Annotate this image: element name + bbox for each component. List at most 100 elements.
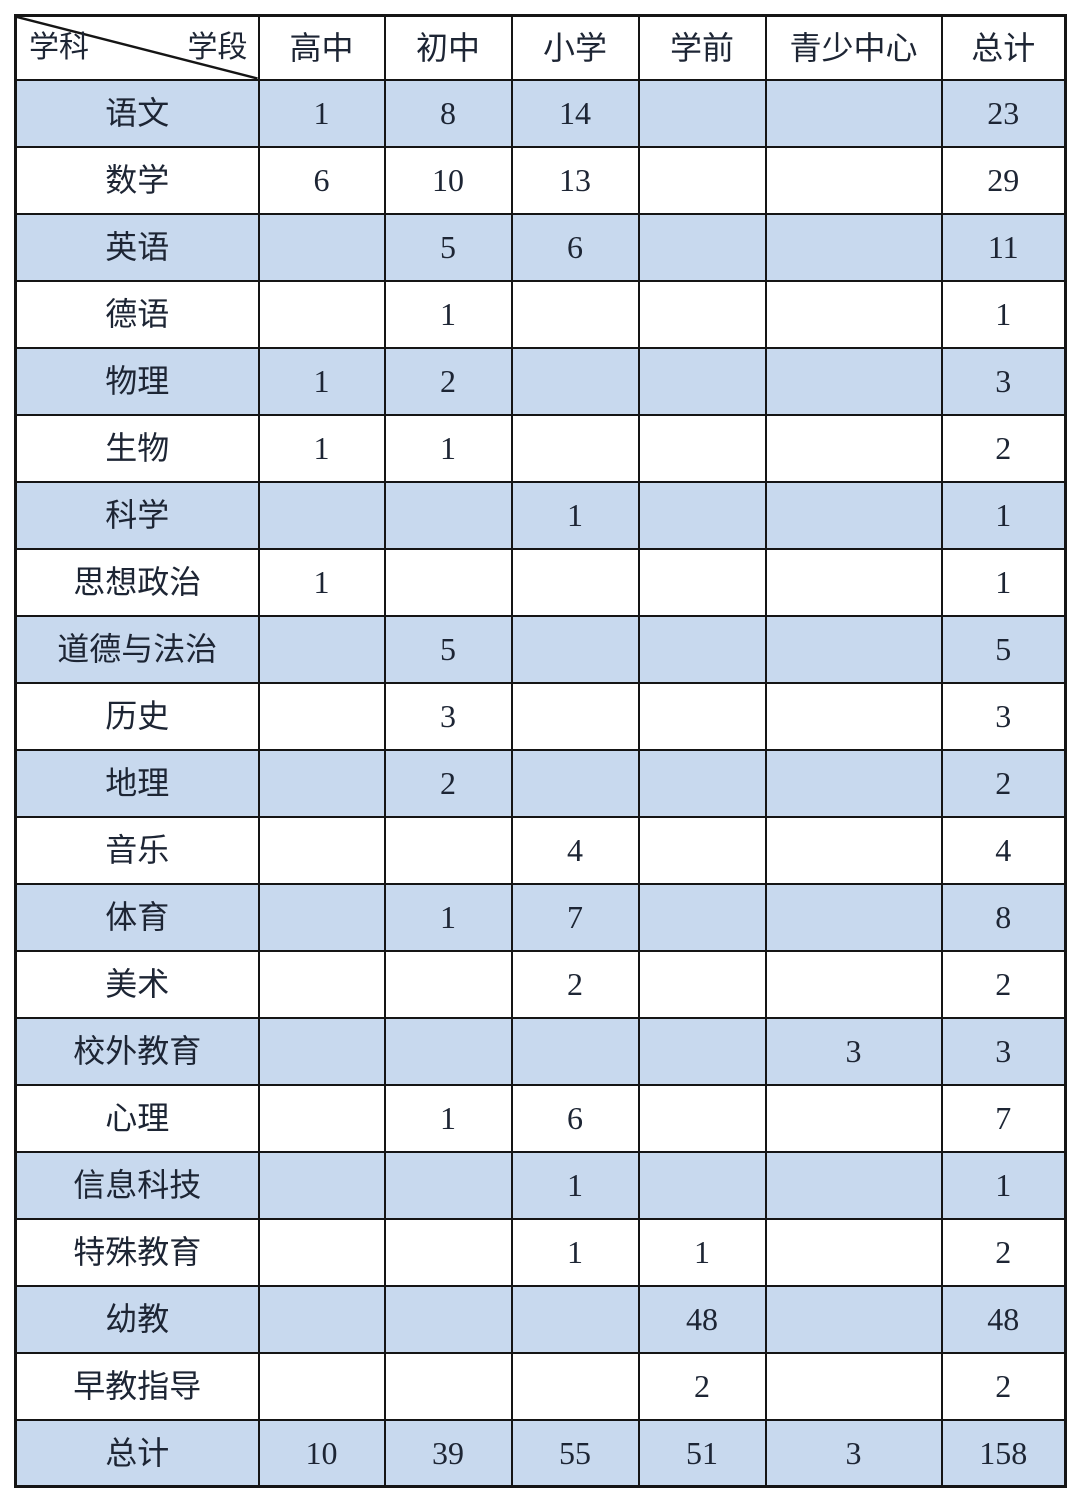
cell: 2 — [383, 748, 513, 818]
row-label: 道德与法治 — [14, 614, 260, 684]
table-row: 历史 3 3 — [14, 681, 1067, 751]
cell: 1 — [940, 1150, 1067, 1220]
cell — [764, 279, 943, 349]
cell: 5 — [940, 614, 1067, 684]
column-header-qingshao-zhongxin: 青少中心 — [764, 14, 943, 81]
cell: 1 — [383, 1083, 513, 1153]
cell — [764, 480, 943, 550]
cell: 55 — [510, 1418, 640, 1488]
table-row: 特殊教育 1 1 2 — [14, 1217, 1067, 1287]
cell — [637, 748, 767, 818]
cell — [510, 681, 640, 751]
cell: 2 — [383, 346, 513, 416]
cell: 4 — [940, 815, 1067, 885]
col-axis-label: 学段 — [187, 30, 248, 64]
cell: 1 — [510, 1150, 640, 1220]
cell — [257, 1351, 386, 1421]
row-label: 物理 — [14, 346, 260, 416]
cell: 3 — [383, 681, 513, 751]
cell: 2 — [940, 1351, 1067, 1421]
cell — [637, 882, 767, 952]
cell — [257, 748, 386, 818]
cell — [764, 949, 943, 1019]
diagonal-divider-line — [17, 17, 257, 78]
cell: 29 — [940, 145, 1067, 215]
cell: 10 — [383, 145, 513, 215]
cell — [764, 547, 943, 617]
cell — [510, 1284, 640, 1354]
cell: 1 — [383, 279, 513, 349]
cell: 8 — [383, 78, 513, 148]
table-row: 地理 2 2 — [14, 748, 1067, 818]
cell: 2 — [940, 413, 1067, 483]
column-header-zongji: 总计 — [940, 14, 1067, 81]
row-label: 数学 — [14, 145, 260, 215]
cell: 3 — [940, 681, 1067, 751]
row-label: 德语 — [14, 279, 260, 349]
cell — [257, 949, 386, 1019]
cell: 13 — [510, 145, 640, 215]
cell: 1 — [510, 480, 640, 550]
column-header-gaozhong: 高中 — [257, 14, 386, 81]
cell: 2 — [510, 949, 640, 1019]
cell: 2 — [940, 1217, 1067, 1287]
cell — [257, 1150, 386, 1220]
cell: 158 — [940, 1418, 1067, 1488]
cell — [510, 279, 640, 349]
cell — [637, 279, 767, 349]
table-row: 德语 1 1 — [14, 279, 1067, 349]
cell — [764, 815, 943, 885]
cell — [764, 1083, 943, 1153]
cell — [257, 212, 386, 282]
cell: 10 — [257, 1418, 386, 1488]
cell — [764, 882, 943, 952]
table-row: 道德与法治 5 5 — [14, 614, 1067, 684]
row-label: 信息科技 — [14, 1150, 260, 1220]
cell: 4 — [510, 815, 640, 885]
table-row: 数学 6 10 13 29 — [14, 145, 1067, 215]
cell — [510, 1016, 640, 1086]
cell — [510, 413, 640, 483]
cell — [764, 1217, 943, 1287]
cell: 51 — [637, 1418, 767, 1488]
table-row: 物理 1 2 3 — [14, 346, 1067, 416]
cell — [510, 748, 640, 818]
row-label: 心理 — [14, 1083, 260, 1153]
table-row: 早教指导 2 2 — [14, 1351, 1067, 1421]
cell — [764, 1284, 943, 1354]
cell — [637, 949, 767, 1019]
cell — [257, 1083, 386, 1153]
cell — [637, 78, 767, 148]
table-row: 美术 2 2 — [14, 949, 1067, 1019]
cell — [510, 346, 640, 416]
cell — [257, 279, 386, 349]
row-label: 音乐 — [14, 815, 260, 885]
cell — [764, 413, 943, 483]
cell: 5 — [383, 614, 513, 684]
cell — [637, 547, 767, 617]
cell: 6 — [257, 145, 386, 215]
table-row: 幼教 48 48 — [14, 1284, 1067, 1354]
cell — [637, 212, 767, 282]
cell: 39 — [383, 1418, 513, 1488]
cell — [383, 547, 513, 617]
column-header-xueqian: 学前 — [637, 14, 767, 81]
cell — [257, 882, 386, 952]
table-row: 心理 1 6 7 — [14, 1083, 1067, 1153]
cell — [383, 1217, 513, 1287]
cell — [257, 480, 386, 550]
table-row: 生物 1 1 2 — [14, 413, 1067, 483]
corner-header: 学科 学段 — [14, 14, 260, 81]
cell — [637, 815, 767, 885]
cell: 6 — [510, 212, 640, 282]
cell — [383, 1351, 513, 1421]
cell: 7 — [940, 1083, 1067, 1153]
cell — [257, 1016, 386, 1086]
cell — [510, 614, 640, 684]
cell: 1 — [940, 480, 1067, 550]
row-label: 英语 — [14, 212, 260, 282]
cell — [383, 949, 513, 1019]
cell: 5 — [383, 212, 513, 282]
cell: 3 — [764, 1016, 943, 1086]
